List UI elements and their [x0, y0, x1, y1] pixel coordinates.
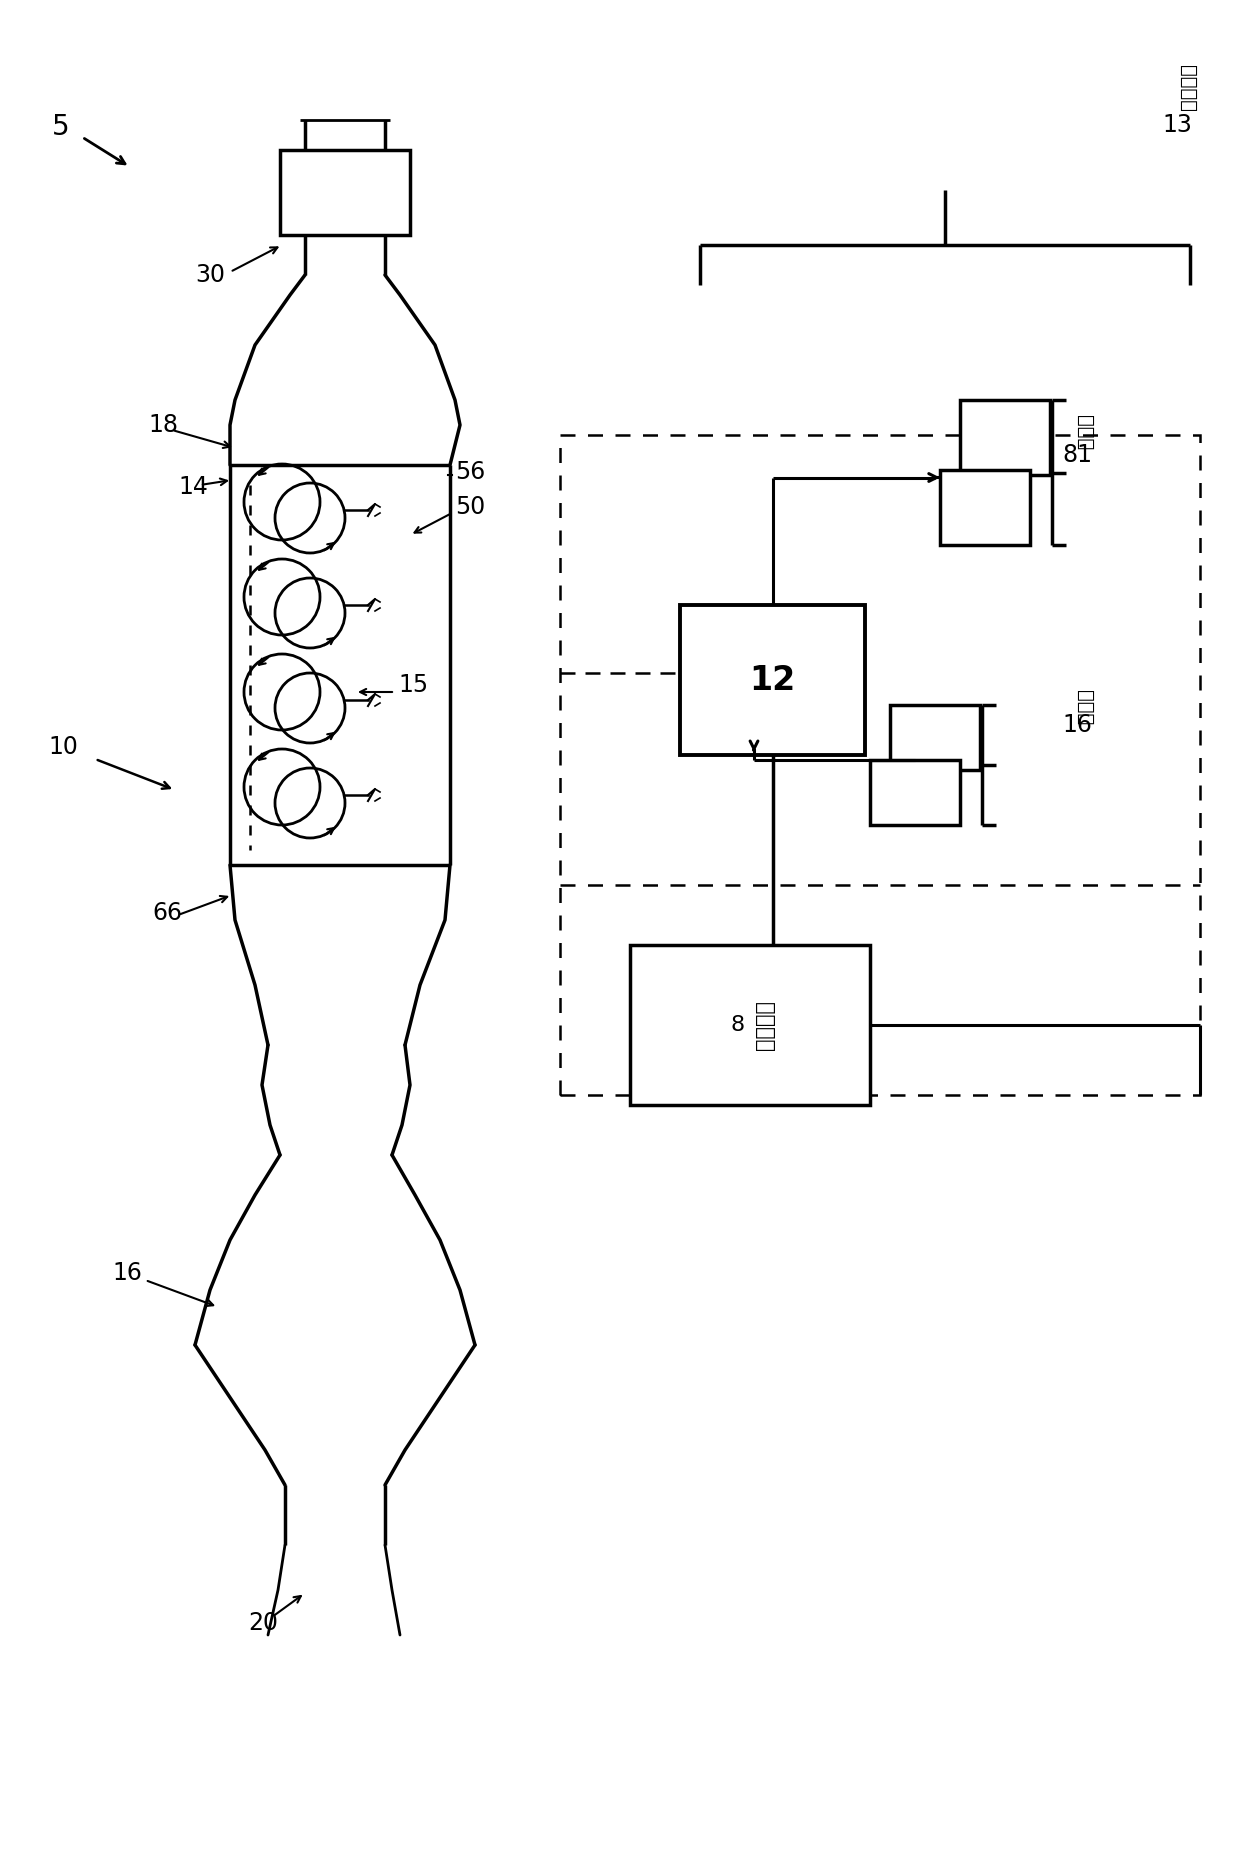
Text: 12: 12	[749, 664, 796, 696]
Text: 控制系统: 控制系统	[1178, 65, 1198, 111]
Text: 81: 81	[1061, 443, 1092, 467]
Text: 13: 13	[1162, 113, 1192, 137]
Text: 10: 10	[48, 735, 78, 759]
Text: 传感器: 传感器	[1075, 690, 1095, 725]
Text: 8: 8	[730, 1015, 745, 1035]
Text: 16: 16	[1061, 712, 1092, 736]
Bar	[280, 150, 410, 236]
Text: 16: 16	[112, 1261, 141, 1286]
Bar	[890, 705, 980, 770]
Bar	[960, 401, 1050, 475]
Bar	[560, 436, 1200, 1094]
Text: 5: 5	[52, 113, 69, 141]
Text: 20: 20	[248, 1610, 278, 1634]
Bar	[630, 944, 870, 1106]
Text: 15: 15	[398, 673, 428, 697]
Text: 66: 66	[153, 902, 182, 926]
Text: 50: 50	[455, 495, 485, 519]
Text: 18: 18	[148, 414, 179, 438]
Text: 燃料系统: 燃料系统	[755, 1000, 775, 1050]
Bar	[680, 605, 866, 755]
Text: 致动器: 致动器	[1075, 416, 1095, 451]
Bar	[940, 469, 1030, 545]
Text: 30: 30	[195, 263, 224, 288]
Text: 14: 14	[179, 475, 208, 499]
Bar	[870, 761, 960, 825]
Text: 56: 56	[455, 460, 485, 484]
